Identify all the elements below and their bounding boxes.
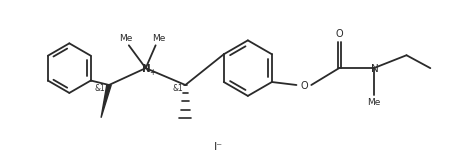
Text: O: O xyxy=(300,81,308,91)
Text: &1: &1 xyxy=(95,85,105,93)
Text: Me: Me xyxy=(119,34,132,43)
Text: Me: Me xyxy=(152,34,165,43)
Text: O: O xyxy=(335,29,343,39)
Text: I⁻: I⁻ xyxy=(213,142,223,153)
Text: +: + xyxy=(149,68,156,77)
Polygon shape xyxy=(101,85,111,118)
Text: N: N xyxy=(142,64,151,74)
Text: Me: Me xyxy=(367,98,381,107)
Text: N: N xyxy=(371,64,379,74)
Text: &1: &1 xyxy=(172,85,183,93)
